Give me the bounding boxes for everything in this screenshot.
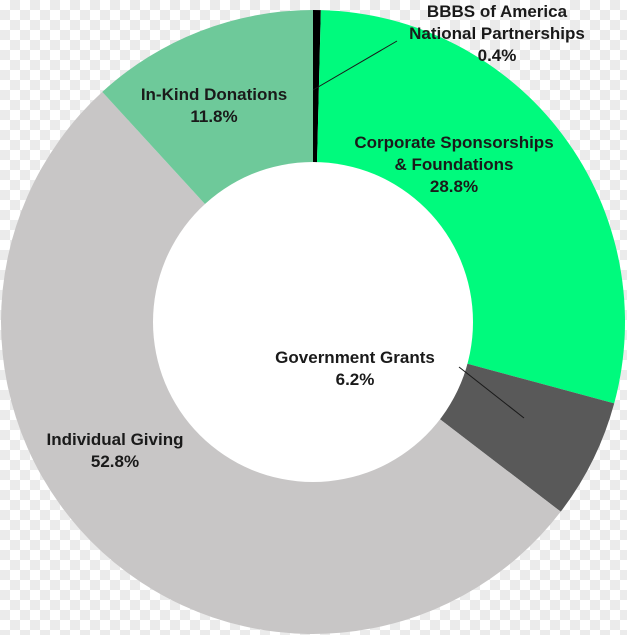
leader-lines [312,40,525,419]
label-value-bbbs-of-america-national-partnerships: 0.4% [478,46,517,65]
label-name-bbbs-of-america-national-partnerships: BBBS of America [427,2,568,21]
label-individual-giving: Individual Giving 52.8% [47,430,184,471]
label-name-corporate-sponsorships-foundations: & Foundations [395,155,514,174]
label-corporate-sponsorships-foundations: Corporate Sponsorships & Foundations 28.8% [354,133,553,196]
label-value-individual-giving: 52.8% [91,452,139,471]
label-name-corporate-sponsorships-foundations: Corporate Sponsorships [354,133,553,152]
leader-line-government-grants [458,366,525,419]
label-in-kind-donations: In-Kind Donations 11.8% [141,85,287,126]
label-name-individual-giving: Individual Giving [47,430,184,449]
label-value-corporate-sponsorships-foundations: 28.8% [430,177,478,196]
donut-hole [153,162,473,482]
label-value-in-kind-donations: 11.8% [190,107,237,126]
slice-labels: BBBS of America National Partnerships 0.4%… [47,2,585,471]
leader-line-bbbs-of-america-national-partnerships [312,40,398,91]
label-name-bbbs-of-america-national-partnerships: National Partnerships [409,24,585,43]
label-name-government-grants: Government Grants [275,348,435,367]
label-name-in-kind-donations: In-Kind Donations [141,85,287,104]
label-value-government-grants: 6.2% [336,370,375,389]
label-government-grants: Government Grants 6.2% [275,348,435,389]
label-bbbs-of-america-national-partnerships: BBBS of America National Partnerships 0.4% [409,2,585,65]
